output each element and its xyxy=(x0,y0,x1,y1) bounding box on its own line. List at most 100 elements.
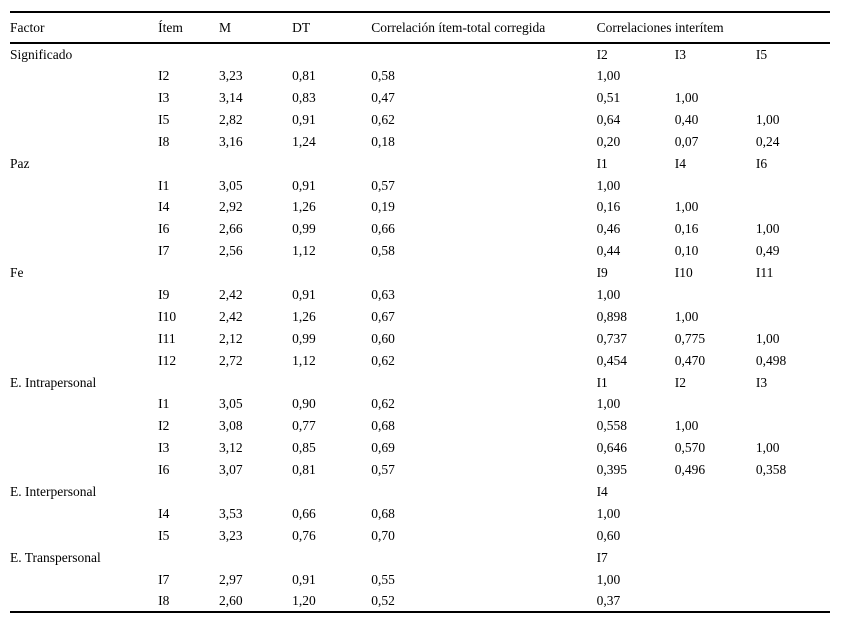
sd-cell: 1,12 xyxy=(292,352,316,368)
item-total-corr-cell xyxy=(371,481,596,503)
item-total-corr-cell: 0,70 xyxy=(371,527,395,543)
mean-cell: 2,72 xyxy=(219,352,243,368)
mean-cell xyxy=(219,481,292,503)
item-row: I10 2,42 1,26 0,67 0,898 1,00 xyxy=(10,306,830,328)
interitem-col3-cell: 1,00 xyxy=(755,440,780,456)
interitem-col1-cell: 1,00 xyxy=(596,571,621,587)
item-row: I1 3,05 0,91 0,57 1,00 xyxy=(10,174,830,196)
item-cell: I2 xyxy=(158,68,170,84)
item-row: I2 3,08 0,77 0,68 0,558 1,00 xyxy=(10,415,830,437)
item-total-corr-cell: 0,57 xyxy=(371,177,395,193)
item-row: I9 2,42 0,91 0,63 1,00 xyxy=(10,284,830,306)
mean-cell xyxy=(219,546,292,568)
item-total-corr-cell: 0,63 xyxy=(371,286,395,302)
item-cell: I11 xyxy=(158,330,176,346)
interitem-col3-cell xyxy=(756,306,830,328)
mean-cell: 2,92 xyxy=(219,199,243,215)
interitem-col2-cell xyxy=(675,284,756,306)
interitem-col2-cell xyxy=(675,503,756,525)
item-cell xyxy=(158,546,219,568)
item-cell xyxy=(158,152,219,174)
item-total-corr-cell: 0,58 xyxy=(371,243,395,259)
interitem-col2-cell: 0,40 xyxy=(674,111,699,127)
interitem-col1-cell: 1,00 xyxy=(596,68,621,84)
item-total-corr-cell: 0,66 xyxy=(371,221,395,237)
factor-section-row: Paz I1 I4 I6 xyxy=(10,152,830,174)
interitem-col2-cell: 0,10 xyxy=(674,243,699,259)
factor-cell xyxy=(10,131,158,153)
item-total-corr-cell: 0,55 xyxy=(371,571,395,587)
item-total-corr-cell: 0,68 xyxy=(371,418,395,434)
interitem-col1-cell: 0,454 xyxy=(596,352,627,368)
interitem-col3-cell xyxy=(756,284,830,306)
factor-cell xyxy=(10,284,158,306)
item-row: I8 2,60 1,20 0,52 0,37 xyxy=(10,590,830,612)
item-statistics-table: Factor Ítem M DT Correlación ítem-total … xyxy=(10,11,830,614)
interitem-col3-cell xyxy=(756,393,830,415)
interitem-col3-cell xyxy=(756,503,830,525)
factor-section-row: Significado I2 I3 I5 xyxy=(10,43,830,65)
mean-cell xyxy=(219,43,292,65)
interitem-col2-cell: 1,00 xyxy=(674,89,699,105)
interitem-col1-cell: 0,60 xyxy=(596,527,621,543)
item-total-corr-cell: 0,60 xyxy=(371,330,395,346)
mean-cell: 2,60 xyxy=(219,592,243,608)
interitem-col1-cell: I4 xyxy=(596,484,608,499)
interitem-col3-cell xyxy=(756,525,830,547)
mean-cell: 2,66 xyxy=(219,221,243,237)
factor-cell xyxy=(10,349,158,371)
item-cell: I4 xyxy=(158,199,170,215)
item-row: I3 3,14 0,83 0,47 0,51 1,00 xyxy=(10,87,830,109)
sd-cell: 0,77 xyxy=(292,418,316,434)
sd-cell: 0,81 xyxy=(292,68,316,84)
sd-cell: 0,66 xyxy=(292,505,316,521)
mean-column-header: M xyxy=(219,19,232,35)
interitem-col2-cell: 0,07 xyxy=(674,133,699,149)
factor-cell xyxy=(10,196,158,218)
sd-cell: 1,24 xyxy=(292,133,316,149)
interitem-col1-cell: 0,395 xyxy=(596,462,627,478)
item-row: I4 3,53 0,66 0,68 1,00 xyxy=(10,503,830,525)
interitem-col1-cell: I1 xyxy=(596,155,608,171)
item-row: I1 3,05 0,90 0,62 1,00 xyxy=(10,393,830,415)
factor-cell: Significado xyxy=(10,46,73,62)
item-column-header: Ítem xyxy=(158,19,183,35)
item-cell: I8 xyxy=(158,133,170,149)
interitem-col3-cell: 1,00 xyxy=(755,330,780,346)
interitem-col2-cell: 1,00 xyxy=(674,199,699,215)
interitem-col1-cell: 0,16 xyxy=(596,199,621,215)
sd-cell xyxy=(292,371,371,393)
factor-cell xyxy=(10,568,158,590)
interitem-col3-cell xyxy=(756,415,830,437)
item-cell xyxy=(158,43,219,65)
item-total-corr-cell: 0,62 xyxy=(371,352,395,368)
interitem-col3-cell: I5 xyxy=(755,46,768,62)
item-total-corr-cell: 0,52 xyxy=(371,592,395,608)
interitem-col2-cell: 0,470 xyxy=(674,352,706,368)
mean-cell: 3,12 xyxy=(219,440,243,456)
interitem-col3-cell xyxy=(756,590,830,612)
interitem-col3-cell: 0,358 xyxy=(755,462,787,478)
interitem-col1-cell: 0,558 xyxy=(596,418,627,434)
item-cell xyxy=(158,262,219,284)
item-total-corr-cell: 0,57 xyxy=(371,462,395,478)
sd-cell: 0,99 xyxy=(292,330,316,346)
interitem-col1-cell: 0,646 xyxy=(596,440,627,456)
item-total-corr-cell: 0,67 xyxy=(371,308,395,324)
interitem-col2-cell xyxy=(675,65,756,87)
mean-cell: 3,07 xyxy=(219,462,243,478)
item-row: I6 3,07 0,81 0,57 0,395 0,496 0,358 xyxy=(10,459,830,481)
mean-cell: 3,05 xyxy=(219,396,243,412)
interitem-col1-cell: I2 xyxy=(596,46,608,62)
item-total-corr-column-header: Correlación ítem-total corregida xyxy=(371,19,546,35)
factor-cell xyxy=(10,65,158,87)
item-cell: I12 xyxy=(158,352,177,368)
item-row: I5 3,23 0,76 0,70 0,60 xyxy=(10,525,830,547)
interitem-col3-cell: 0,498 xyxy=(755,352,787,368)
item-total-corr-cell: 0,68 xyxy=(371,505,395,521)
interitem-col1-cell: 0,44 xyxy=(596,243,621,259)
interitem-col2-cell xyxy=(675,546,756,568)
mean-cell xyxy=(219,371,292,393)
header-row: Factor Ítem M DT Correlación ítem-total … xyxy=(10,12,830,43)
factor-cell xyxy=(10,87,158,109)
